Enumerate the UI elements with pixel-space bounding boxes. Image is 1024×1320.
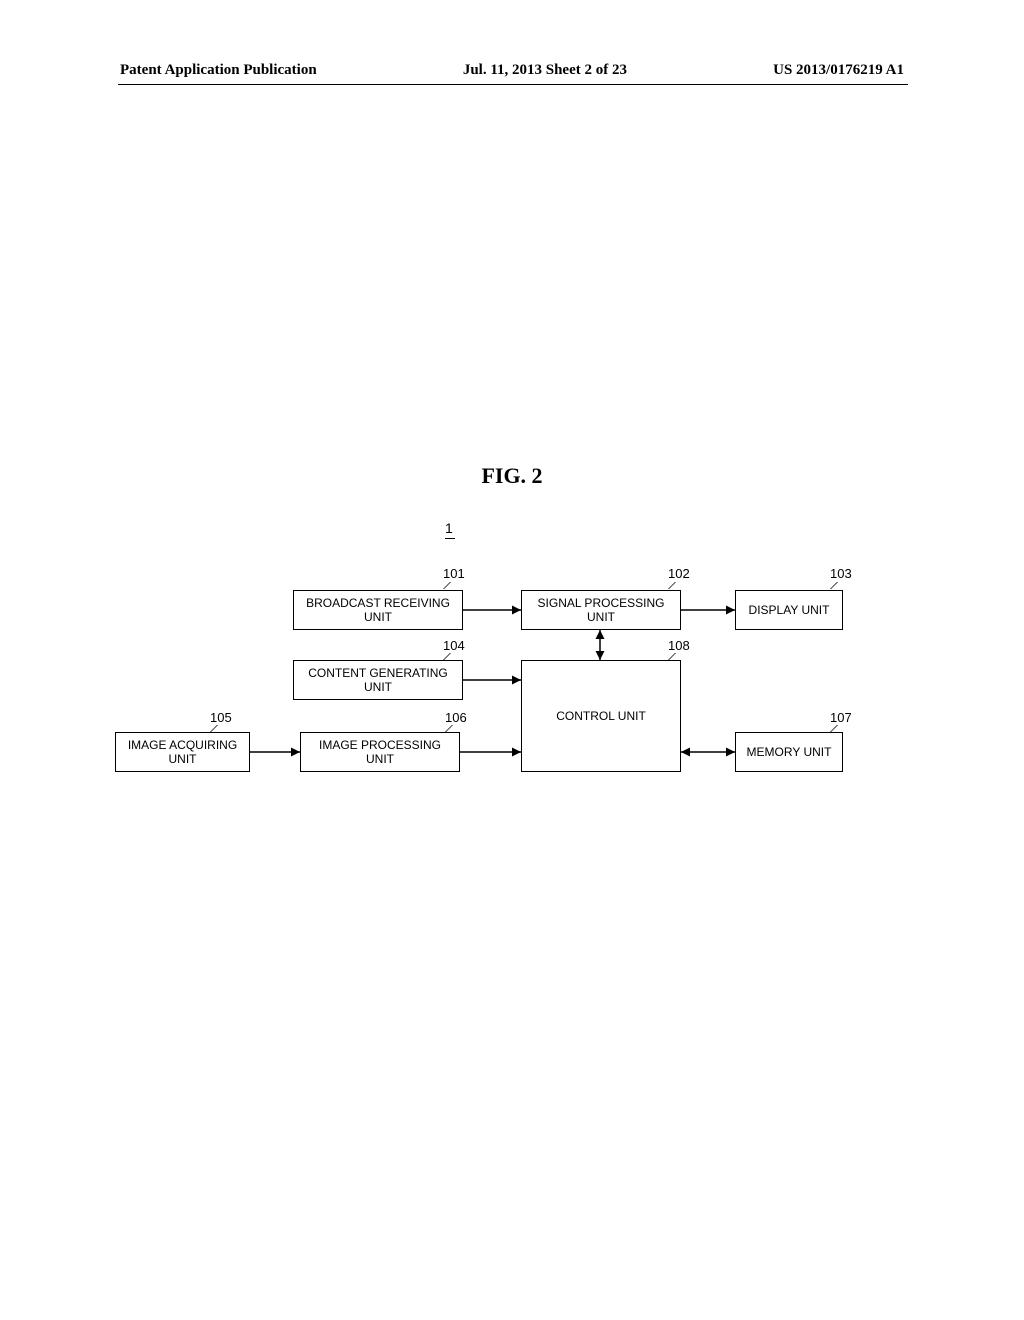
box-label-top: IMAGE PROCESSING <box>319 738 441 752</box>
ref-105: 105 <box>210 710 232 725</box>
box-label-bot: UNIT <box>366 752 394 766</box>
broadcast-receiving-unit-box: BROADCAST RECEIVING UNIT <box>293 590 463 630</box>
display-unit-box: DISPLAY UNIT <box>735 590 843 630</box>
image-processing-unit-box: IMAGE PROCESSING UNIT <box>300 732 460 772</box>
box-label-bot: UNIT <box>169 752 197 766</box>
signal-processing-unit-box: SIGNAL PROCESSING UNIT <box>521 590 681 630</box>
box-label-top: BROADCAST RECEIVING <box>306 596 450 610</box>
box-label-top: MEMORY UNIT <box>747 745 832 759</box>
ref-102: 102 <box>668 566 690 581</box>
ref-107: 107 <box>830 710 852 725</box>
control-unit-box: CONTROL UNIT <box>521 660 681 772</box>
connector-layer <box>0 0 1024 1320</box>
memory-unit-box: MEMORY UNIT <box>735 732 843 772</box>
ref-106: 106 <box>445 710 467 725</box>
ref-103: 103 <box>830 566 852 581</box>
ref-101: 101 <box>443 566 465 581</box>
content-generating-unit-box: CONTENT GENERATING UNIT <box>293 660 463 700</box>
ref-104: 104 <box>443 638 465 653</box>
box-label-bot: UNIT <box>364 610 392 624</box>
box-label-top: IMAGE ACQUIRING <box>128 738 237 752</box>
box-label-bot: UNIT <box>364 680 392 694</box>
ref-108: 108 <box>668 638 690 653</box>
image-acquiring-unit-box: IMAGE ACQUIRING UNIT <box>115 732 250 772</box>
box-label-top: CONTENT GENERATING <box>308 666 448 680</box>
box-label-top: DISPLAY UNIT <box>749 603 830 617</box>
box-label-top: CONTROL UNIT <box>556 709 646 723</box>
box-label-bot: UNIT <box>587 610 615 624</box>
box-label-top: SIGNAL PROCESSING <box>538 596 665 610</box>
